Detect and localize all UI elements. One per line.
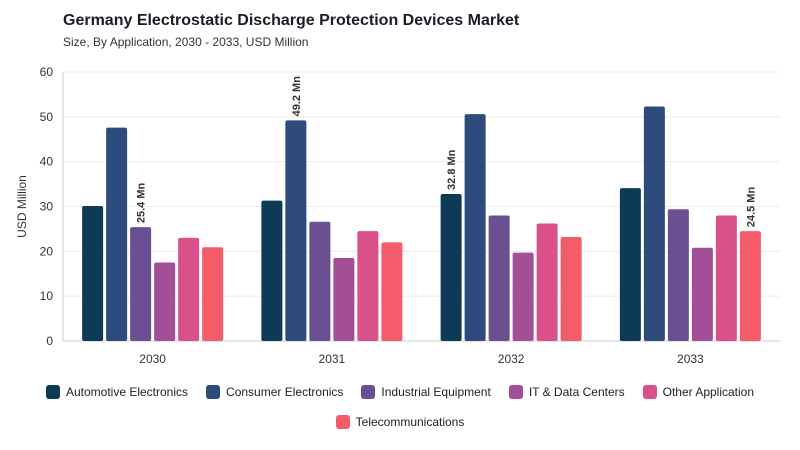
bar — [82, 206, 104, 341]
legend-item: Other Application — [642, 385, 755, 399]
bar — [309, 221, 331, 341]
bar — [285, 120, 307, 341]
legend-item: Telecommunications — [335, 415, 465, 429]
x-tick-label: 2031 — [319, 352, 346, 366]
bar — [715, 215, 737, 341]
bar — [739, 231, 761, 341]
bar — [667, 209, 689, 341]
bar — [440, 193, 462, 341]
legend-item: Consumer Electronics — [206, 385, 343, 399]
legend-swatch — [45, 385, 60, 399]
bar — [488, 215, 510, 341]
x-tick-label: 2032 — [498, 352, 525, 366]
bar — [154, 262, 176, 341]
legend-swatch — [206, 385, 221, 399]
bar — [512, 252, 534, 341]
data-label: 32.8 Mn — [446, 149, 458, 190]
legend-item: Automotive Electronics — [45, 385, 189, 399]
bar — [560, 236, 582, 341]
y-tick-label: 40 — [40, 155, 54, 169]
bar — [619, 188, 641, 341]
data-label: 25.4 Mn — [136, 182, 148, 223]
legend-label: Consumer Electronics — [226, 385, 344, 399]
bar — [202, 247, 224, 341]
y-tick-label: 60 — [40, 65, 54, 79]
legend-swatch — [361, 385, 376, 399]
legend-label: Industrial Equipment — [381, 385, 491, 399]
chart-title: Germany Electrostatic Discharge Protecti… — [63, 12, 520, 29]
bar — [381, 242, 403, 341]
bar — [106, 127, 128, 342]
data-label: 24.5 Mn — [745, 187, 757, 228]
legend-swatch — [335, 415, 350, 429]
x-tick-label: 2030 — [139, 352, 166, 366]
bar — [357, 231, 379, 341]
data-label: 49.2 Mn — [291, 76, 303, 117]
legend-label: IT & Data Centers — [528, 385, 625, 399]
bar — [333, 258, 355, 341]
legend-label: Other Application — [662, 385, 755, 399]
chart-legend: Automotive Electronics Consumer Electroni… — [0, 380, 800, 440]
y-axis-label: USD Million — [15, 175, 29, 238]
y-tick-label: 20 — [40, 244, 54, 258]
y-tick-label: 0 — [46, 334, 53, 348]
legend-label: Automotive Electronics — [65, 385, 189, 399]
legend-swatch — [508, 385, 523, 399]
legend-item: Industrial Equipment — [361, 385, 491, 399]
y-tick-label: 50 — [40, 110, 54, 124]
legend-swatch — [642, 385, 657, 399]
bar — [261, 200, 283, 341]
legend-row: Telecommunications — [0, 410, 800, 434]
chart-subtitle: Size, By Application, 2030 - 2033, USD M… — [63, 35, 309, 49]
bar — [178, 237, 200, 341]
x-tick-label: 2033 — [677, 352, 704, 366]
bar — [536, 223, 558, 341]
legend-row: Automotive Electronics Consumer Electroni… — [0, 380, 800, 404]
bar — [643, 106, 665, 341]
bar — [130, 227, 152, 341]
y-tick-label: 10 — [40, 289, 54, 303]
bar — [691, 247, 713, 341]
y-tick-label: 30 — [40, 200, 54, 214]
bar — [464, 114, 486, 341]
legend-item: IT & Data Centers — [508, 385, 625, 399]
legend-label: Telecommunications — [355, 415, 465, 429]
